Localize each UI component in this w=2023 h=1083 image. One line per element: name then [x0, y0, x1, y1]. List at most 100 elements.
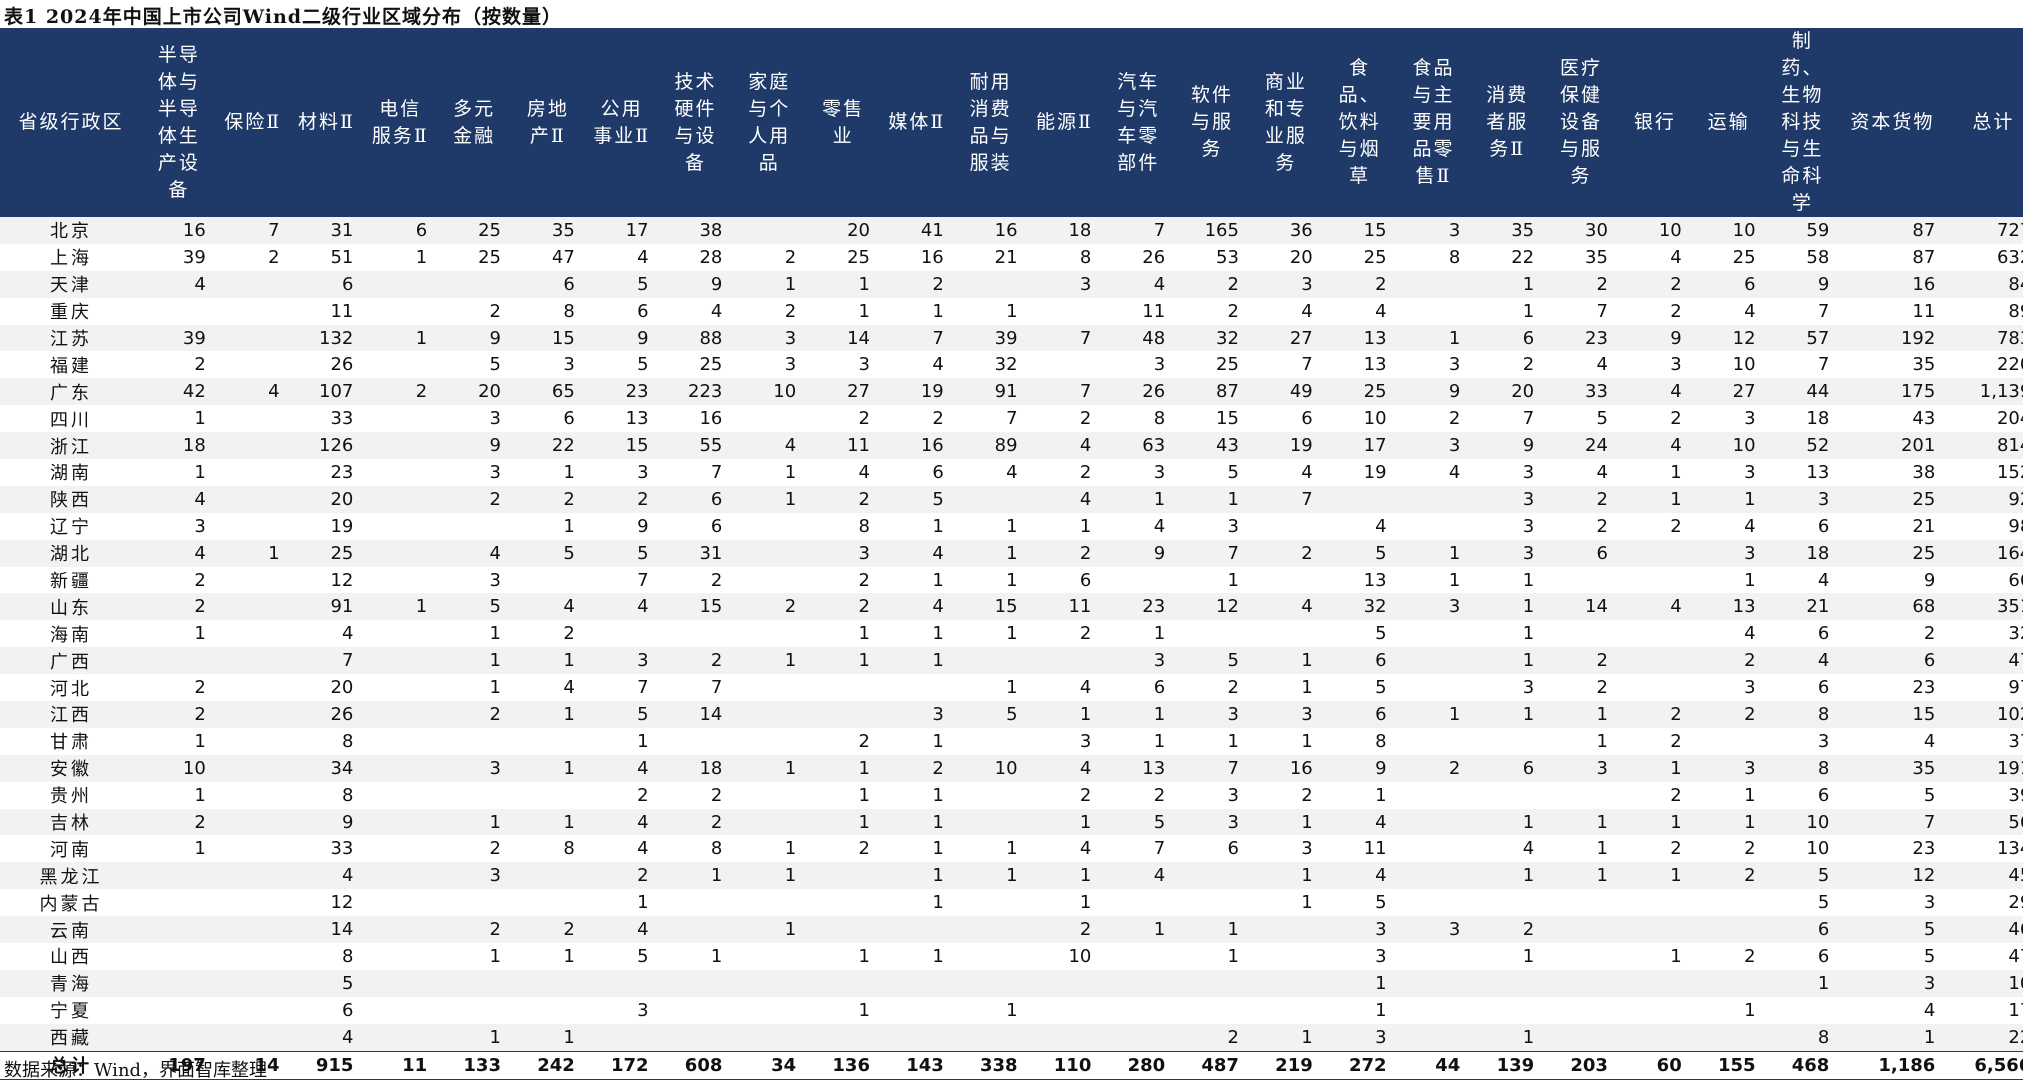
count-cell: 3	[489, 461, 501, 483]
header-cell: 技术硬件与设备	[658, 28, 733, 217]
data-row: 山东2911544152241511231243231144132168351	[0, 593, 2023, 621]
count-cell	[806, 701, 880, 728]
count-cell	[1692, 889, 1766, 916]
count-cell: 89	[953, 432, 1028, 460]
header-text: 耐用消费品与服装	[969, 70, 1012, 174]
count-cell: 8	[341, 784, 354, 806]
count-cell: 1	[1027, 808, 1102, 836]
count-cell	[732, 728, 806, 755]
count-cell	[363, 943, 437, 970]
count-cell: 47	[1945, 647, 2023, 675]
count-cell: 14	[806, 324, 880, 352]
count-cell: 3	[1175, 808, 1249, 836]
data-row: 河北220147714621532362397	[0, 674, 2023, 701]
header-cell: 保险Ⅱ	[215, 28, 290, 217]
count-cell: 35	[1912, 354, 1936, 376]
count-cell: 9	[658, 270, 733, 298]
count-cell: 1	[932, 300, 944, 322]
count-cell: 3	[1923, 892, 1936, 914]
count-cell: 11	[806, 432, 880, 460]
region-cell: 湖南	[50, 463, 92, 485]
count-cell	[953, 1023, 1028, 1052]
count-cell	[216, 889, 290, 916]
count-cell: 1	[1744, 999, 1756, 1021]
count-cell: 1	[437, 647, 511, 675]
count-cell: 6	[510, 270, 585, 298]
count-cell	[363, 567, 437, 594]
count-cell: 10	[142, 754, 216, 782]
count-cell	[1028, 298, 1102, 325]
count-cell: 2	[1670, 408, 1682, 430]
count-cell	[1101, 969, 1176, 997]
count-cell: 1	[1375, 784, 1387, 806]
count-cell	[1175, 997, 1249, 1024]
count-cell: 272	[1322, 1050, 1397, 1080]
count-cell: 1	[953, 539, 1028, 567]
count-cell	[880, 997, 954, 1024]
header-cell: 资本货物	[1839, 28, 1946, 217]
count-cell: 6	[1817, 945, 1830, 967]
count-cell: 3	[1027, 270, 1102, 298]
header-text: 总计	[1972, 111, 2015, 133]
count-cell	[1175, 889, 1249, 916]
header-cell: 房地产Ⅱ	[510, 28, 585, 217]
count-cell: 1	[932, 623, 944, 645]
count-cell: 191	[1945, 754, 2023, 782]
count-cell: 6	[1301, 408, 1313, 430]
count-cell: 51	[330, 246, 354, 268]
count-cell: 3	[1470, 539, 1545, 567]
count-cell: 4	[637, 838, 649, 860]
count-cell: 3	[879, 701, 954, 728]
data-row: 广西7113211135161224647	[0, 647, 2023, 675]
header-text: 软件与服务	[1191, 84, 1234, 160]
count-cell: 32	[994, 354, 1018, 376]
count-cell	[216, 674, 290, 701]
header-text: 媒体Ⅱ	[888, 111, 946, 133]
count-cell: 30	[1544, 217, 1618, 244]
count-cell: 3	[1101, 647, 1176, 675]
region-cell: 四川	[50, 409, 92, 431]
count-cell	[1544, 943, 1618, 970]
count-cell: 2	[1175, 270, 1249, 298]
count-cell: 2	[1544, 647, 1618, 675]
count-cell: 1	[1470, 270, 1545, 298]
count-cell	[1027, 969, 1102, 997]
count-cell	[1397, 889, 1471, 916]
header-text: 房地产Ⅱ	[526, 97, 569, 147]
count-cell: 4	[1375, 515, 1387, 537]
count-cell: 1	[732, 270, 807, 298]
count-cell: 1	[806, 647, 880, 675]
header-text: 制药、生物科技与生命科学	[1781, 30, 1824, 214]
header-cell: 总计	[1945, 28, 2023, 217]
count-cell: 89	[2008, 300, 2023, 322]
count-cell	[142, 997, 216, 1024]
count-cell	[806, 916, 880, 944]
count-cell: 2	[858, 730, 870, 752]
count-cell: 68	[1839, 593, 1946, 621]
count-cell: 1	[510, 701, 585, 728]
count-cell	[1028, 997, 1102, 1024]
count-cell: 5	[1227, 461, 1239, 483]
count-cell: 20	[437, 378, 511, 406]
count-cell: 1	[879, 862, 954, 890]
count-cell: 1	[1470, 1023, 1545, 1052]
count-cell: 8	[563, 838, 575, 860]
count-cell: 1	[1079, 892, 1092, 914]
count-cell: 1	[1175, 916, 1249, 944]
count-cell: 26	[289, 701, 364, 728]
count-cell: 3	[1227, 784, 1239, 806]
count-cell: 91	[953, 378, 1028, 406]
count-cell: 1	[1227, 945, 1239, 967]
count-cell: 1	[1544, 862, 1618, 890]
count-cell	[1617, 647, 1692, 675]
count-cell	[215, 916, 290, 944]
count-cell: 5	[510, 539, 585, 567]
count-cell	[1396, 485, 1471, 513]
count-cell: 23	[584, 378, 659, 406]
header-cell: 食品与主要用品零售Ⅱ	[1396, 28, 1471, 217]
count-cell	[658, 969, 733, 997]
count-cell: 10	[1617, 217, 1692, 244]
count-cell	[363, 782, 437, 809]
count-cell: 38	[1912, 461, 1936, 483]
